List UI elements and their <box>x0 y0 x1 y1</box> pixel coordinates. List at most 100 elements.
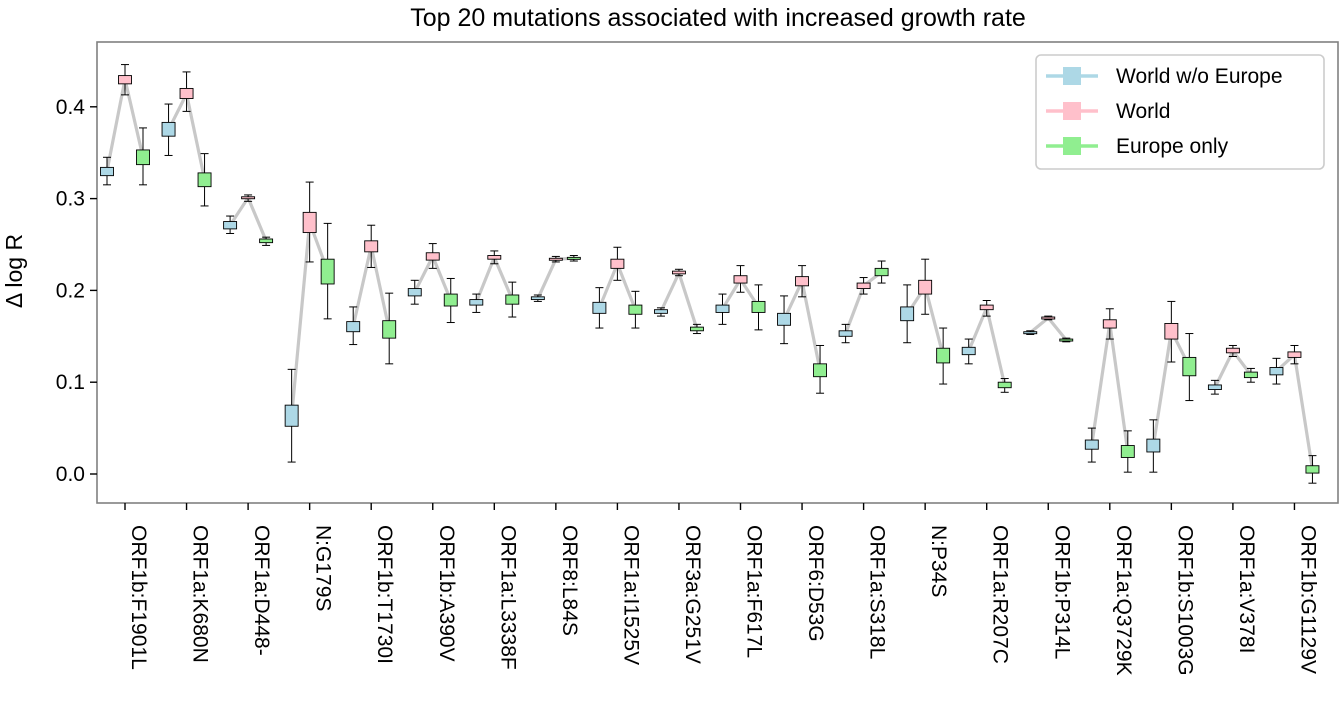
box-iqr <box>715 304 730 313</box>
box-iqr <box>566 256 581 260</box>
legend-label: World <box>1116 100 1170 123</box>
legend-label: Europe only <box>1116 135 1229 158</box>
box-europe-only <box>1059 337 1074 343</box>
box-world-w-o-europe <box>407 279 422 305</box>
box-iqr <box>1146 438 1161 453</box>
box-iqr <box>1084 439 1099 450</box>
box-europe-only <box>505 281 520 318</box>
x-tick-label: ORF1b:G1129V <box>1296 525 1319 674</box>
box-iqr <box>487 255 502 260</box>
box-iqr <box>1120 445 1135 458</box>
box-iqr <box>1023 331 1038 335</box>
box-europe-only <box>320 222 335 320</box>
box-iqr <box>1269 367 1284 376</box>
box-world <box>118 64 132 96</box>
box-iqr <box>1207 384 1222 390</box>
box-world-w-o-europe <box>223 215 238 234</box>
chart-title: Top 20 mutations associated with increas… <box>410 4 1026 32</box>
box-iqr <box>936 347 951 364</box>
box-world <box>548 255 563 263</box>
box-iqr <box>259 238 274 244</box>
box-europe-only <box>1305 455 1320 484</box>
box-iqr <box>795 276 809 287</box>
box-world <box>610 246 625 281</box>
box-iqr <box>1164 322 1179 340</box>
box-iqr <box>592 301 607 314</box>
box-iqr <box>900 306 915 322</box>
legend-entry: World w/o Europe <box>1046 65 1283 88</box>
x-tick-label: ORF8:L84S <box>558 525 581 636</box>
box-world <box>918 258 933 315</box>
x-tick-label: ORF1a:K680N <box>189 525 212 663</box>
box-iqr <box>874 267 889 277</box>
y-tick-label: 0.4 <box>56 96 86 119</box>
box-iqr <box>1102 319 1117 329</box>
box-world <box>364 224 379 268</box>
box-europe-only <box>936 327 951 385</box>
box-iqr <box>813 363 827 378</box>
box-world <box>1225 344 1240 357</box>
box-world <box>1164 300 1179 363</box>
x-tick-label: ORF1a:I1525V <box>619 525 642 665</box>
box-plots <box>100 64 1320 484</box>
legend-marker <box>1063 137 1081 155</box>
median-connector <box>1029 316 1068 342</box>
y-tick-label: 0.1 <box>56 371 85 394</box>
box-europe-only <box>136 127 150 186</box>
median-connector <box>659 271 699 330</box>
box-iqr <box>530 296 545 301</box>
box-iqr <box>1305 465 1320 474</box>
box-iqr <box>751 300 766 313</box>
box-iqr <box>179 87 194 99</box>
box-iqr <box>628 304 643 315</box>
x-tick-label: ORF1b:F1901L <box>127 525 150 670</box>
box-europe-only <box>751 284 766 331</box>
box-iqr <box>918 279 933 295</box>
box-iqr <box>469 299 484 306</box>
box-iqr <box>161 121 176 137</box>
median-connector <box>967 306 1007 386</box>
box-world-w-o-europe <box>100 156 114 186</box>
box-europe-only <box>997 378 1012 393</box>
box-iqr <box>838 330 853 337</box>
box-iqr <box>733 275 748 284</box>
box-iqr <box>672 270 686 275</box>
box-iqr <box>284 404 299 427</box>
box-iqr <box>610 258 625 269</box>
y-axis: 0.0 0.1 0.2 0.3 0.4 <box>56 96 97 486</box>
x-axis: ORF1b:F1901L ORF1a:K680N ORF1a:D448- N:G179… <box>124 503 1319 676</box>
y-axis-label: Δ log R <box>1 234 27 308</box>
y-tick-label: 0.0 <box>56 463 85 486</box>
x-tick-label: ORF1b:S1003G <box>1173 525 1196 676</box>
median-connector <box>228 196 268 242</box>
box-iqr <box>1059 338 1074 342</box>
box-iqr <box>302 211 317 234</box>
box-world <box>1102 308 1117 340</box>
box-europe-only <box>1120 430 1135 473</box>
box-iqr <box>979 304 994 311</box>
box-iqr <box>407 288 422 297</box>
x-tick-label: ORF1a:L3338F <box>496 525 519 670</box>
x-tick-label: N:P34S <box>927 525 950 597</box>
box-iqr <box>118 75 132 85</box>
box-iqr <box>346 321 361 333</box>
y-tick-label: 0.3 <box>56 188 85 211</box>
box-world-w-o-europe <box>961 338 976 365</box>
box-iqr <box>136 149 150 166</box>
legend-frame <box>1035 54 1325 170</box>
box-world <box>487 250 502 265</box>
box-iqr <box>443 293 458 307</box>
box-world-w-o-europe <box>838 323 853 344</box>
legend-entry: Europe only <box>1046 135 1229 158</box>
box-iqr <box>1041 316 1056 320</box>
box-europe-only <box>1182 333 1197 402</box>
box-europe-only <box>259 236 274 246</box>
box-iqr <box>1287 351 1302 358</box>
x-tick-label: ORF1a:F617L <box>743 525 766 658</box>
box-world <box>302 181 317 263</box>
box-world-w-o-europe <box>900 284 915 344</box>
box-world <box>733 265 748 293</box>
box-world-w-o-europe <box>715 293 730 325</box>
box-world <box>179 71 194 112</box>
